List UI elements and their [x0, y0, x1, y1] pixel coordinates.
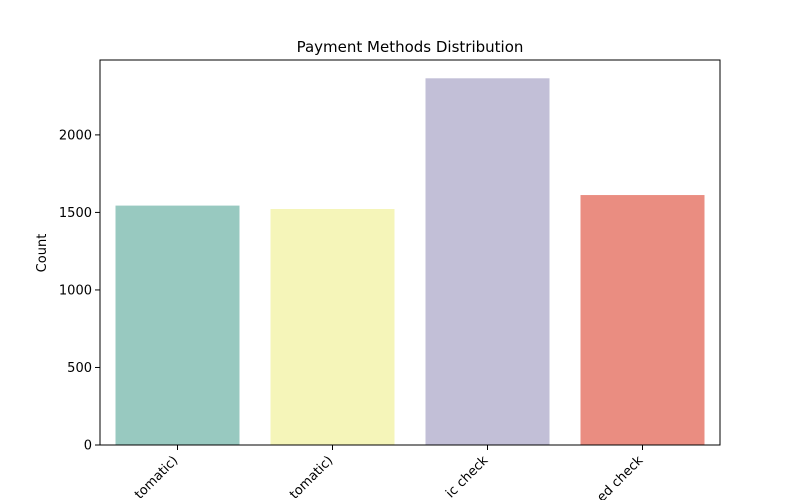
y-tick-label: 0: [84, 439, 92, 454]
bars-group: [115, 78, 705, 445]
x-tick-label: ic check: [443, 453, 491, 500]
x-tick-label: ed check: [594, 453, 646, 500]
y-axis: 0 500 1000 1500 2000: [59, 128, 100, 454]
y-axis-label: Count: [35, 234, 50, 273]
x-tick-label: tomatic): [132, 453, 181, 500]
x-tick-label: tomatic): [287, 453, 336, 500]
plot-frame: [99, 59, 721, 446]
bar-1: [115, 205, 240, 445]
bar-3: [425, 78, 550, 445]
y-tick-label: 500: [67, 361, 92, 376]
bar-4: [580, 195, 705, 445]
y-tick-label: 1500: [59, 206, 92, 221]
y-tick-label: 1000: [59, 283, 92, 298]
y-tick-label: 2000: [59, 128, 92, 143]
bar-2: [270, 209, 395, 445]
x-axis: tomatic) tomatic) ic check ed check: [132, 445, 647, 500]
chart-title: Payment Methods Distribution: [297, 38, 524, 56]
